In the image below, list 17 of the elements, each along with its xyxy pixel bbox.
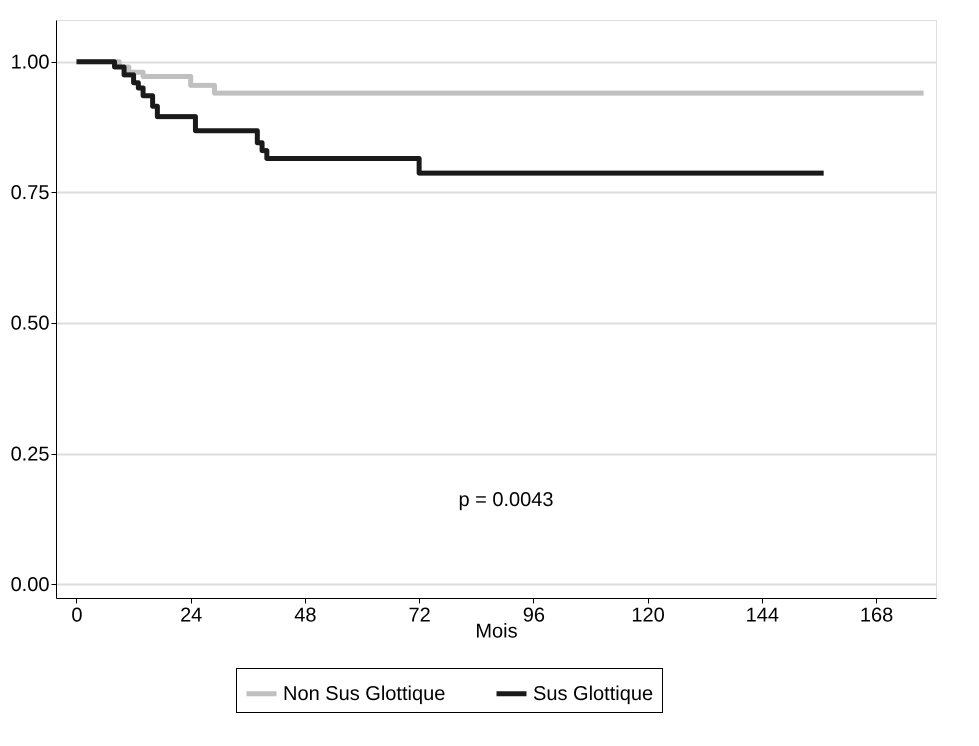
annotation: p = 0.0043 <box>458 489 554 511</box>
legend-label: Sus Glottique <box>533 682 654 705</box>
x-tick-label: 24 <box>180 604 202 626</box>
x-tick-label: 0 <box>71 604 83 626</box>
x-tick-label: 144 <box>746 604 779 626</box>
x-tick-label: 48 <box>294 604 317 626</box>
y-tick-label: 0.00 <box>10 574 50 596</box>
x-tick-label: 72 <box>408 604 431 626</box>
y-tick-label: 0.75 <box>10 182 50 204</box>
y-tick-label: 0.50 <box>10 312 50 335</box>
y-tick-label: 0.25 <box>10 443 50 466</box>
x-tick-label: 168 <box>860 604 894 626</box>
x-axis-title: Mois <box>475 620 518 642</box>
legend-label: Non Sus Glottique <box>283 682 446 705</box>
x-tick-label: 120 <box>631 604 665 626</box>
y-tick-label: 1.00 <box>10 51 50 74</box>
x-tick-label: 96 <box>522 604 545 626</box>
